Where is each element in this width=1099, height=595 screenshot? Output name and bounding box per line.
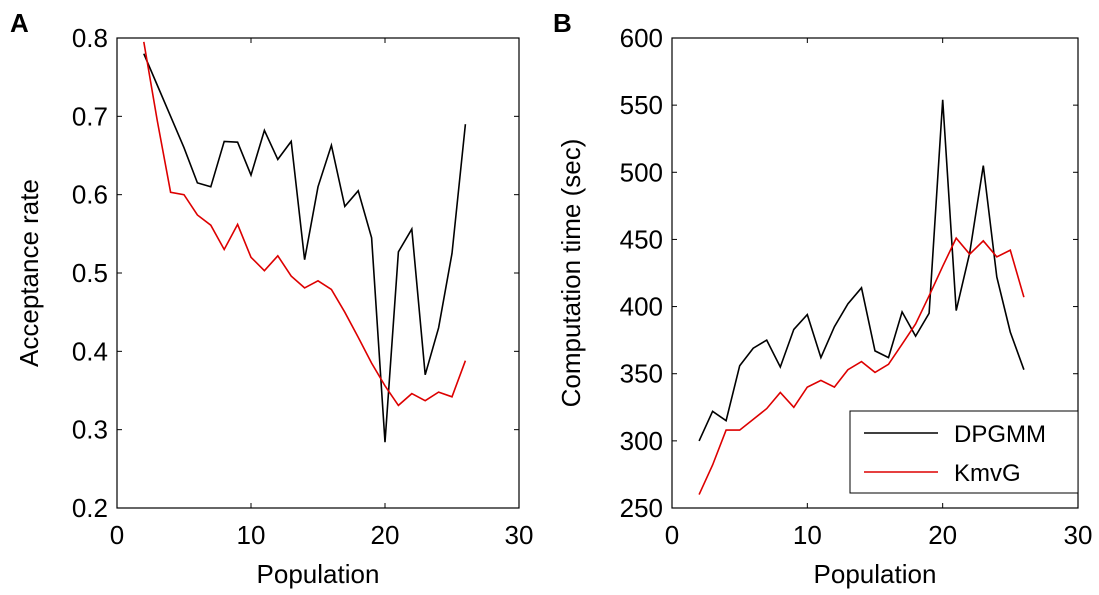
panel-b-axes-frame (671, 37, 1079, 509)
panel-b-y-tick-label: 450 (620, 224, 663, 254)
panel-a-x-axis-label: Population (257, 559, 380, 589)
panel-a-y-tick-label: 0.5 (72, 258, 108, 288)
panel-b: B 0 10 20 30 250 300 350 400 450 500 550 600 Popula… (553, 8, 1092, 589)
panel-b-y-tick-label: 600 (620, 23, 663, 53)
panel-a-y-tick-label: 0.6 (72, 180, 108, 210)
panel-b-y-tick-label: 500 (620, 157, 663, 187)
panel-a-y-tick-label: 0.2 (72, 493, 108, 523)
panel-letter-b: B (553, 8, 572, 38)
panel-b-x-tick-label: 0 (665, 520, 679, 550)
panel-b-y-tick-label: 400 (620, 292, 663, 322)
panel-a-ticks: 0 10 20 30 0.2 0.3 0.4 0.5 0.6 0.7 0.8 (72, 23, 534, 550)
panel-a-series-kmvg (143, 41, 467, 407)
panel-b-ticks: 0 10 20 30 250 300 350 400 450 500 550 600 (620, 23, 1093, 550)
panel-a-y-tick-label: 0.4 (72, 336, 108, 366)
panel-b-x-tick-label: 30 (1064, 520, 1093, 550)
panel-letter-a: A (10, 8, 29, 38)
panel-b-x-tick-label: 20 (928, 520, 957, 550)
panel-b-series-kmvg (698, 236, 1025, 495)
legend-box (849, 410, 1079, 494)
panel-a-y-tick-label: 0.3 (72, 415, 108, 445)
panel-a-x-tick-label: 20 (371, 520, 400, 550)
legend: DPGMM KmvG (849, 410, 1079, 494)
panel-b-y-tick-label: 300 (620, 426, 663, 456)
panel-a-axes-frame (116, 37, 520, 509)
legend-label-kmvg: KmvG (954, 460, 1021, 487)
panel-a-y-tick-label: 0.7 (72, 101, 108, 131)
panel-b-x-axis-label: Population (814, 559, 937, 589)
panel-b-series (698, 99, 1025, 495)
panel-a-series-dpgmm (143, 53, 467, 443)
legend-label-dpgmm: DPGMM (954, 421, 1046, 448)
panel-b-y-tick-label: 250 (620, 493, 663, 523)
panel-b-y-tick-label: 550 (620, 90, 663, 120)
panel-b-x-tick-label: 10 (793, 520, 822, 550)
panel-a: A 0 10 20 30 0.2 0.3 0.4 0.5 0.6 0.7 0.8 Populatio… (10, 8, 533, 589)
panel-a-series (143, 41, 467, 443)
panel-b-y-axis-label: Computation time (sec) (556, 139, 586, 408)
panel-a-y-tick-label: 0.8 (72, 23, 108, 53)
panel-b-series-dpgmm (698, 99, 1025, 442)
panel-a-x-tick-label: 0 (110, 520, 124, 550)
panel-a-y-axis-label: Acceptance rate (14, 179, 44, 367)
panel-a-x-tick-label: 30 (505, 520, 534, 550)
panel-a-x-tick-label: 10 (237, 520, 266, 550)
panel-b-y-tick-label: 350 (620, 359, 663, 389)
